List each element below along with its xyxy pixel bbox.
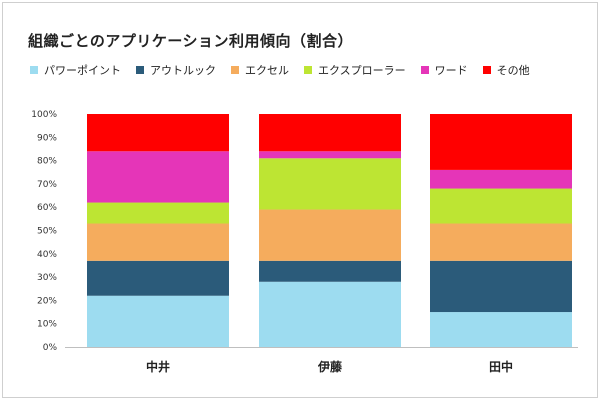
- bar-stacks: [87, 114, 572, 347]
- bar-segment: [259, 260, 401, 282]
- bar-segment: [430, 114, 572, 170]
- legend-swatch-other: [482, 66, 491, 74]
- legend-swatch-word: [420, 66, 429, 74]
- bar-segment: [87, 295, 229, 347]
- legend-item-explorer: エクスプローラー: [304, 62, 406, 78]
- legend-swatch-excel: [231, 66, 239, 74]
- y-tick-label: 90%: [37, 133, 57, 143]
- bar-segment: [259, 151, 401, 159]
- bar-segment: [259, 209, 401, 261]
- legend: パワーポイント アウトルック エクセル エクスプローラー ワード その他: [30, 63, 545, 77]
- bar-stack: [430, 114, 572, 347]
- x-axis-category-labels: 中井 伊藤 田中: [146, 359, 513, 374]
- y-tick-label: 50%: [37, 227, 57, 237]
- legend-item-other: その他: [482, 62, 530, 78]
- legend-swatch-powerpoint: [30, 66, 38, 74]
- bar-segment: [259, 114, 401, 152]
- legend-swatch-outlook: [136, 66, 144, 74]
- legend-label-powerpoint: パワーポイント: [44, 64, 121, 77]
- y-tick-label: 20%: [37, 296, 57, 306]
- y-tick-label: 100%: [31, 110, 57, 120]
- x-category-label: 伊藤: [317, 359, 343, 374]
- bar-segment: [87, 223, 229, 261]
- y-tick-label: 10%: [37, 320, 57, 330]
- legend-label-excel: エクセル: [245, 64, 289, 77]
- bar-stack: [259, 114, 401, 347]
- bar-segment: [259, 281, 401, 347]
- y-tick-label: 0%: [43, 343, 58, 353]
- bar-segment: [430, 312, 572, 347]
- y-tick-label: 60%: [37, 203, 57, 213]
- legend-swatch-explorer: [304, 66, 312, 74]
- bar-segment: [430, 260, 572, 313]
- legend-label-word: ワード: [434, 64, 468, 77]
- bar-stack: [87, 114, 229, 347]
- legend-item-word: ワード: [420, 62, 468, 78]
- legend-label-outlook: アウトルック: [150, 64, 216, 77]
- bar-segment: [87, 114, 229, 152]
- bar-segment: [430, 223, 572, 261]
- x-category-label: 田中: [489, 359, 513, 374]
- legend-item-powerpoint: パワーポイント: [30, 62, 121, 78]
- legend-item-outlook: アウトルック: [136, 62, 216, 78]
- legend-item-excel: エクセル: [231, 62, 289, 78]
- bar-segment: [259, 158, 401, 210]
- legend-label-explorer: エクスプローラー: [318, 64, 406, 77]
- bar-segment: [87, 151, 229, 203]
- bar-segment: [430, 169, 572, 189]
- y-tick-label: 30%: [37, 273, 57, 283]
- y-axis-tick-labels: 0% 10% 20% 30% 40% 50% 60% 70% 80% 90% 100%: [31, 110, 57, 353]
- chart-title: 組織ごとのアプリケーション利用傾向（割合）: [28, 32, 354, 50]
- legend-label-other: その他: [496, 64, 530, 77]
- x-category-label: 中井: [146, 359, 170, 374]
- bar-segment: [87, 260, 229, 296]
- y-tick-label: 40%: [37, 250, 57, 260]
- y-tick-label: 80%: [37, 157, 57, 167]
- bar-segment: [87, 202, 229, 224]
- bar-segment: [430, 188, 572, 224]
- y-tick-label: 70%: [37, 180, 57, 190]
